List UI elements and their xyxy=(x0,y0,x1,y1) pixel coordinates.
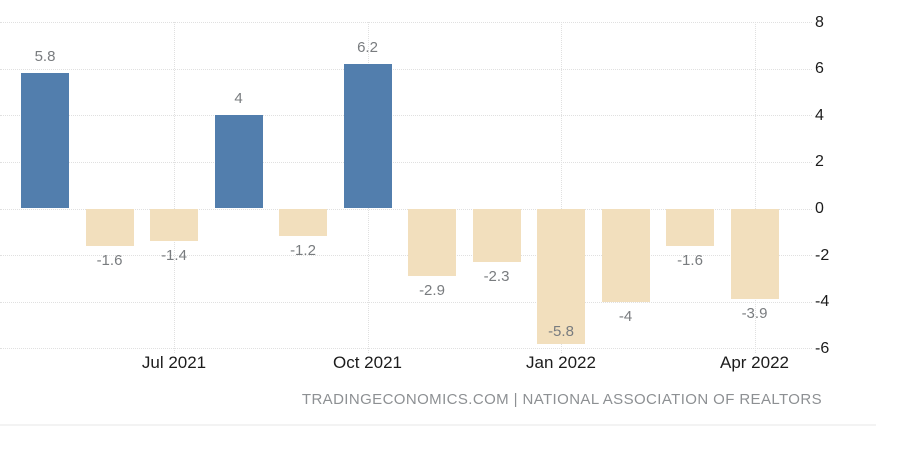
v-gridline xyxy=(174,22,175,353)
y-axis-tick-label: -6 xyxy=(815,339,830,357)
x-axis-tick-label: Jul 2021 xyxy=(141,353,207,372)
y-axis-tick-label: 4 xyxy=(815,106,824,124)
bar-value-label: -4 xyxy=(618,307,633,325)
bar[interactable] xyxy=(343,64,392,209)
h-gridline xyxy=(0,161,812,163)
bar-value-label: -1.6 xyxy=(677,251,703,269)
bar-value-label: 5.8 xyxy=(34,48,56,66)
bar-value-label: 4 xyxy=(234,90,243,108)
bar-value-label: -1.2 xyxy=(290,242,316,260)
bar[interactable] xyxy=(472,208,521,263)
bar[interactable] xyxy=(150,208,198,242)
bar[interactable] xyxy=(601,208,650,302)
bar-value-label: -5.8 xyxy=(548,322,574,340)
bar-value-label: -3.9 xyxy=(741,305,768,323)
h-gridline xyxy=(0,348,812,350)
h-gridline xyxy=(0,208,812,210)
y-axis-tick-label: 2 xyxy=(815,153,824,171)
h-gridline xyxy=(0,22,812,24)
h-gridline xyxy=(0,68,812,70)
v-gridline xyxy=(561,22,562,353)
bar[interactable] xyxy=(730,208,779,300)
bar[interactable] xyxy=(537,208,585,344)
y-axis-tick-label: 6 xyxy=(815,60,824,78)
h-gridline xyxy=(0,301,812,303)
bottom-divider xyxy=(0,424,876,426)
x-axis-tick-label: Oct 2021 xyxy=(333,353,402,372)
bar[interactable] xyxy=(21,73,69,209)
bar[interactable] xyxy=(408,208,456,277)
bar-value-label: -2.9 xyxy=(419,282,445,300)
bar[interactable] xyxy=(85,208,134,246)
y-axis-tick-label: 0 xyxy=(815,200,824,217)
y-axis-tick-label: -4 xyxy=(815,293,830,311)
y-axis-tick-label: 8 xyxy=(815,13,824,31)
bar[interactable] xyxy=(279,208,327,237)
h-gridline xyxy=(0,255,812,257)
bar[interactable] xyxy=(666,208,714,246)
x-axis-tick-label: Jan 2022 xyxy=(526,353,596,372)
h-gridline xyxy=(0,115,812,117)
bar-value-label: -1.4 xyxy=(161,247,187,265)
bar-value-label: -2.3 xyxy=(483,268,510,286)
attribution-text: TRADINGECONOMICS.COM | NATIONAL ASSOCIAT… xyxy=(301,391,822,408)
bar-value-label: -1.6 xyxy=(96,251,123,269)
x-axis-tick-label: Apr 2022 xyxy=(720,353,789,372)
bar[interactable] xyxy=(214,115,263,209)
v-gridline xyxy=(754,22,756,353)
bar-value-label: 6.2 xyxy=(357,39,378,57)
y-axis-tick-label: -2 xyxy=(815,246,830,264)
